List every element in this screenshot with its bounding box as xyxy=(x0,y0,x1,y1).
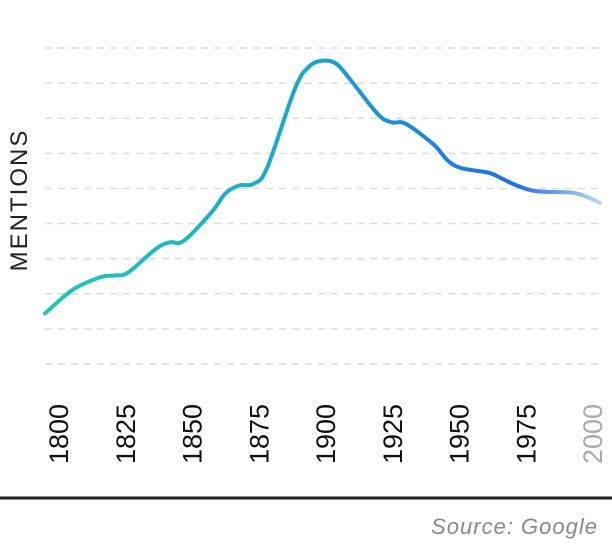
x-tick-label: 1950 xyxy=(445,404,475,464)
x-tick-label: 1825 xyxy=(111,404,141,464)
gridlines xyxy=(45,47,600,365)
series-line xyxy=(43,58,602,316)
x-tick-label: 1925 xyxy=(378,404,408,464)
x-tick-label: 1875 xyxy=(244,404,274,464)
source-note: Source: Google xyxy=(431,514,598,539)
x-tick-label: 1850 xyxy=(178,404,208,464)
x-tick-label: 1975 xyxy=(511,404,541,464)
x-tick-label: 1800 xyxy=(44,404,74,464)
x-axis-ticks: 1800 1825 1850 1875 1900 1925 1950 1975 2000 xyxy=(44,404,608,464)
x-tick-label: 2000 xyxy=(578,404,608,464)
y-axis-label: MENTIONS xyxy=(6,129,33,272)
x-tick-label: 1900 xyxy=(311,404,341,464)
